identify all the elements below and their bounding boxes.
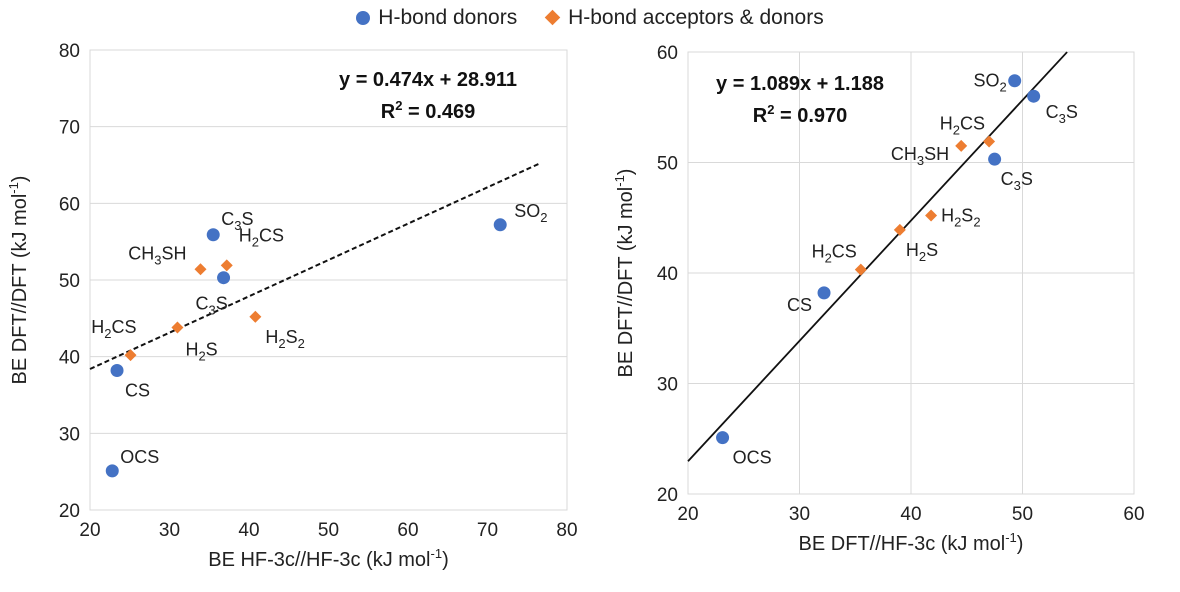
chart2-x-tick-label: 20 [677,504,698,525]
chart2-point-label: H2CS [812,242,857,266]
chart2-point-label: C3S [1001,169,1033,193]
chart2-point-label: H2S2 [941,206,980,230]
chart1-x-tick-label: 50 [318,520,339,541]
chart2-x-tick-label: 50 [1012,504,1033,525]
chart1-x-tick-label: 30 [159,520,180,541]
chart1-donor-point [105,464,119,478]
chart2-x-tick-label: 30 [789,504,810,525]
chart2-donor-point [1008,74,1022,88]
legend-label-acceptors: H-bond acceptors & donors [568,6,824,30]
chart1-point-label: CS [125,380,150,400]
chart2-point-label: H2CS [940,114,985,138]
chart2-x-axis-title: BE DFT//HF-3c (kJ mol-1) [799,530,1024,555]
chart2-acceptor-point [854,263,867,276]
chart1-r-squared: R2 = 0.469 [381,98,476,123]
chart1-y-tick-label: 50 [59,271,80,292]
chart1-point-label: C3S [196,294,228,318]
chart1-y-tick-label: 60 [59,194,80,215]
chart1-acceptor-point [249,310,262,323]
chart1-x-tick-label: 80 [556,520,577,541]
chart2-y-tick-label: 40 [657,264,678,285]
chart2-point-label: CH3SH [891,144,949,168]
chart1-point-label: H2S2 [265,327,304,351]
chart2-y-tick-label: 20 [657,485,678,506]
chart2-regression-equation: y = 1.089x + 1.188 [716,73,884,95]
chart2-y-tick-label: 60 [657,43,678,64]
chart1-donor-point [217,271,231,285]
legend-item-acceptors: H-bond acceptors & donors [544,6,824,30]
legend-label-donors: H-bond donors [378,6,518,30]
chart1-x-tick-label: 20 [79,520,100,541]
chart2-point-label: OCS [733,448,772,468]
chart1-regression-equation: y = 0.474x + 28.911 [339,69,517,91]
chart1-donor-point [493,218,507,232]
chart1-y-tick-label: 80 [59,41,80,62]
chart2-acceptor-point [983,135,996,148]
chart1-point-label: OCS [120,447,159,467]
chart2-acceptor-point [893,223,906,236]
chart1-y-tick-label: 20 [59,501,80,522]
chart1-x-axis-title: BE HF-3c//HF-3c (kJ mol-1) [208,546,448,571]
chart1-acceptor-point [194,263,207,276]
chart-legend: H-bond donors H-bond acceptors & donors [0,6,1180,30]
chart2-donor-point [988,152,1002,166]
chart2-y-tick-label: 30 [657,375,678,396]
chart1-point-label: CH3SH [128,243,186,267]
chart2-donor-point [1027,89,1041,103]
chart2-y-tick-label: 50 [657,154,678,175]
chart1-acceptor-point [124,349,137,362]
chart2-donor-point [716,431,730,445]
chart2-y-axis-title: BE DFT//DFT (kJ mol-1) [612,169,637,378]
chart2-point-label: H2S [906,240,938,264]
chart1-y-tick-label: 40 [59,348,80,369]
chart2-donor-point [817,286,831,300]
chart1-acceptor-point [171,321,184,334]
chart1-y-tick-label: 30 [59,424,80,445]
chart1-x-tick-label: 40 [238,520,259,541]
chart1-point-label: C3S [221,209,253,233]
chart1-y-tick-label: 70 [59,118,80,139]
chart2-acceptor-point [925,209,938,222]
chart1-point-label: SO2 [514,201,547,225]
chart1-y-axis-title: BE DFT//DFT (kJ mol-1) [6,176,31,385]
chart2-point-label: SO2 [973,71,1006,95]
chart2-point-label: CS [787,295,812,315]
chart1-point-label: H2S [185,340,217,364]
chart2-r-squared: R2 = 0.970 [753,102,848,127]
chart1-point-label: H2CS [239,225,284,249]
legend-item-donors: H-bond donors [356,6,517,30]
chart2-x-tick-label: 60 [1123,504,1144,525]
chart1-donor-point [110,363,124,377]
chart2-trendline [687,51,1068,462]
chart1-point-label: H2CS [91,317,136,341]
chart1-trendline [89,162,540,370]
chart1-x-tick-label: 60 [397,520,418,541]
chart1-donor-point [206,228,220,242]
chart2-x-tick-label: 40 [900,504,921,525]
chart2-acceptor-point [955,139,968,152]
chart1-x-tick-label: 70 [477,520,498,541]
legend-circle-marker [356,11,371,26]
chart1-acceptor-point [220,259,233,272]
chart2-point-label: C3S [1046,102,1078,126]
